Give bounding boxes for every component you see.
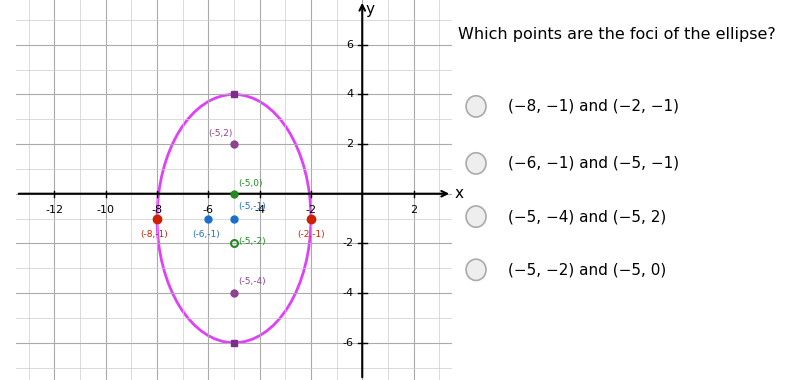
Text: -6: -6 [203, 205, 214, 215]
Text: -2: -2 [306, 205, 317, 215]
Text: -4: -4 [342, 288, 354, 298]
Text: 2: 2 [346, 139, 354, 149]
Text: -4: -4 [254, 205, 266, 215]
Text: (−8, −1) and (−2, −1): (−8, −1) and (−2, −1) [508, 99, 679, 114]
Text: 4: 4 [346, 89, 354, 100]
Text: (-5,-4): (-5,-4) [238, 277, 266, 286]
Text: -8: -8 [151, 205, 162, 215]
Text: Which points are the foci of the ellipse?: Which points are the foci of the ellipse… [458, 27, 776, 41]
Circle shape [466, 96, 486, 117]
Text: -2: -2 [342, 238, 354, 249]
Text: (-8,-1): (-8,-1) [141, 230, 168, 239]
Text: 6: 6 [346, 40, 354, 50]
Text: (-6,-1): (-6,-1) [192, 230, 220, 239]
Text: -6: -6 [342, 338, 354, 348]
Text: (−5, −2) and (−5, 0): (−5, −2) and (−5, 0) [508, 262, 666, 277]
Circle shape [466, 206, 486, 227]
Text: y: y [366, 3, 374, 17]
Circle shape [466, 259, 486, 280]
Text: (-5,0): (-5,0) [238, 179, 262, 187]
Text: -12: -12 [46, 205, 63, 215]
Text: (−5, −4) and (−5, 2): (−5, −4) and (−5, 2) [508, 209, 666, 224]
Text: -10: -10 [97, 205, 114, 215]
Circle shape [466, 153, 486, 174]
Text: (-5,2): (-5,2) [208, 129, 233, 138]
Text: 2: 2 [410, 205, 417, 215]
Text: (-5,-1): (-5,-1) [238, 202, 266, 211]
Text: x: x [454, 186, 463, 201]
Text: (-2,-1): (-2,-1) [297, 230, 325, 239]
Text: (−6, −1) and (−5, −1): (−6, −1) and (−5, −1) [508, 156, 679, 171]
Text: (-5,-2): (-5,-2) [238, 237, 266, 246]
